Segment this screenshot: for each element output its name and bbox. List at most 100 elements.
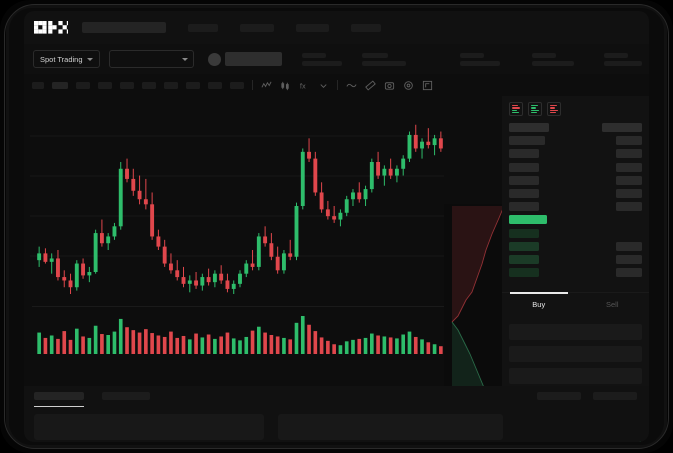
timeframe-30m[interactable] <box>98 81 112 89</box>
okx-logo-icon[interactable] <box>34 21 68 34</box>
orderbook-row[interactable] <box>509 255 642 264</box>
market-info-bar: Spot Trading <box>24 44 649 74</box>
bottom-action-2[interactable] <box>593 392 637 400</box>
orderbook-row[interactable] <box>509 123 642 132</box>
line-chart-icon[interactable] <box>261 80 272 91</box>
bottom-panel-right <box>278 414 503 440</box>
coin-avatar <box>207 52 221 66</box>
orderbook-cell-right <box>602 123 642 132</box>
stat-24h-volume <box>531 52 574 66</box>
indicator-icon[interactable]: fx <box>299 80 310 91</box>
orderbook-both-icon[interactable] <box>509 102 523 116</box>
trading-pair-selector[interactable] <box>108 50 194 68</box>
bottom-action-1[interactable] <box>537 392 581 400</box>
buy-sell-tabs: Buy Sell <box>502 292 649 316</box>
stat-24h-turnover <box>603 52 642 66</box>
fullscreen-icon[interactable] <box>422 80 433 91</box>
orderbook-row[interactable] <box>509 149 642 159</box>
tab-order-history[interactable] <box>102 392 150 400</box>
search-input[interactable] <box>82 22 166 33</box>
orderbook-cell-right <box>616 136 642 146</box>
orderbook-row[interactable] <box>509 162 642 172</box>
timeframe-1h[interactable] <box>120 81 134 89</box>
orderbook-row[interactable] <box>509 189 642 198</box>
orderbook-cell-left <box>509 228 539 238</box>
orderbook-row[interactable] <box>509 241 642 251</box>
timeframe-1d[interactable] <box>164 81 178 89</box>
orderbook-row[interactable] <box>509 228 642 238</box>
orderbook-cell-right <box>616 175 642 185</box>
timeframe-1mo[interactable] <box>208 81 222 89</box>
timeframe-1w[interactable] <box>186 81 200 89</box>
orderbook-row[interactable] <box>509 268 642 278</box>
orderbook-cell-right <box>616 202 642 212</box>
orderbook-cell-right <box>616 162 642 172</box>
tab-sell[interactable]: Sell <box>605 300 619 309</box>
nav-item-trade[interactable] <box>188 23 218 32</box>
orderbook-row[interactable] <box>509 215 642 225</box>
orderbook-row[interactable] <box>509 202 642 212</box>
volume-histogram <box>37 316 443 354</box>
orderbook-cell-left <box>509 175 539 185</box>
orderbook-bids-icon[interactable] <box>528 102 542 116</box>
orderbook-cell-right <box>616 241 642 251</box>
tab-buy[interactable]: Buy <box>502 292 576 316</box>
stat-24h-change <box>361 52 406 66</box>
orderbook-cell-left <box>509 149 539 159</box>
toolbar-divider <box>252 80 253 90</box>
orderbook-cell-right <box>616 149 642 159</box>
nav-item-markets[interactable] <box>240 23 274 32</box>
orderbook-cell-left <box>509 255 539 264</box>
order-total-field[interactable] <box>509 368 642 384</box>
nav-item-earn[interactable] <box>296 23 329 32</box>
orderbook-asks-icon[interactable] <box>547 102 561 116</box>
spot-trading-selector[interactable]: Spot Trading <box>33 50 100 68</box>
app-screen: Spot Trading <box>24 11 649 442</box>
orderbook-cell-left <box>509 268 539 278</box>
order-amount-field[interactable] <box>509 346 642 362</box>
orderbook-cell-left <box>509 162 539 172</box>
chart-toolbar: fx <box>24 74 649 96</box>
tab-open-orders[interactable] <box>34 392 84 407</box>
orderbook-view-tabs <box>502 96 649 121</box>
orderbook-cell-left <box>509 241 539 251</box>
orderbook-cell-left <box>509 123 549 132</box>
settings-icon[interactable] <box>403 80 414 91</box>
orderbook-row[interactable] <box>509 175 642 185</box>
candle-chart-icon[interactable] <box>280 80 291 91</box>
orderbook-cell-right <box>616 268 642 278</box>
orderbook-cell-left <box>509 215 547 225</box>
orderbook-cell-left <box>509 189 539 198</box>
timeframe-5m[interactable] <box>52 81 68 89</box>
chart-divider <box>32 306 444 307</box>
orderbook-panel: Buy Sell <box>502 96 649 442</box>
orders-tabs <box>34 392 150 407</box>
nav-item-more[interactable] <box>351 23 381 32</box>
chevron-down-icon[interactable] <box>318 80 329 91</box>
orderbook-rows <box>502 121 649 311</box>
stat-24h-high <box>459 52 500 66</box>
spot-trading-label: Spot Trading <box>40 54 83 64</box>
candlestick-chart[interactable] <box>24 96 649 306</box>
camera-icon[interactable] <box>384 80 395 91</box>
timeframe-1m[interactable] <box>32 81 44 89</box>
top-navigation-bar <box>24 11 649 44</box>
timeframe-15m[interactable] <box>76 81 90 89</box>
chevron-down-icon <box>86 57 93 61</box>
orders-actions <box>537 392 637 400</box>
orderbook-row[interactable] <box>509 136 642 146</box>
timeframe-more[interactable] <box>230 81 244 89</box>
orderbook-cell-left <box>509 202 539 212</box>
order-price-field[interactable] <box>509 324 642 340</box>
orders-bottom-bar <box>24 386 649 442</box>
orderbook-cell-right <box>616 255 642 264</box>
timeframe-4h[interactable] <box>142 81 156 89</box>
chevron-down-icon <box>181 57 188 61</box>
wave-icon[interactable] <box>346 80 357 91</box>
ruler-icon[interactable] <box>365 80 376 91</box>
last-price-skeleton <box>224 52 282 66</box>
orderbook-cell-left <box>509 136 545 146</box>
svg-text:fx: fx <box>300 81 306 90</box>
orderbook-cell-right <box>616 189 642 198</box>
